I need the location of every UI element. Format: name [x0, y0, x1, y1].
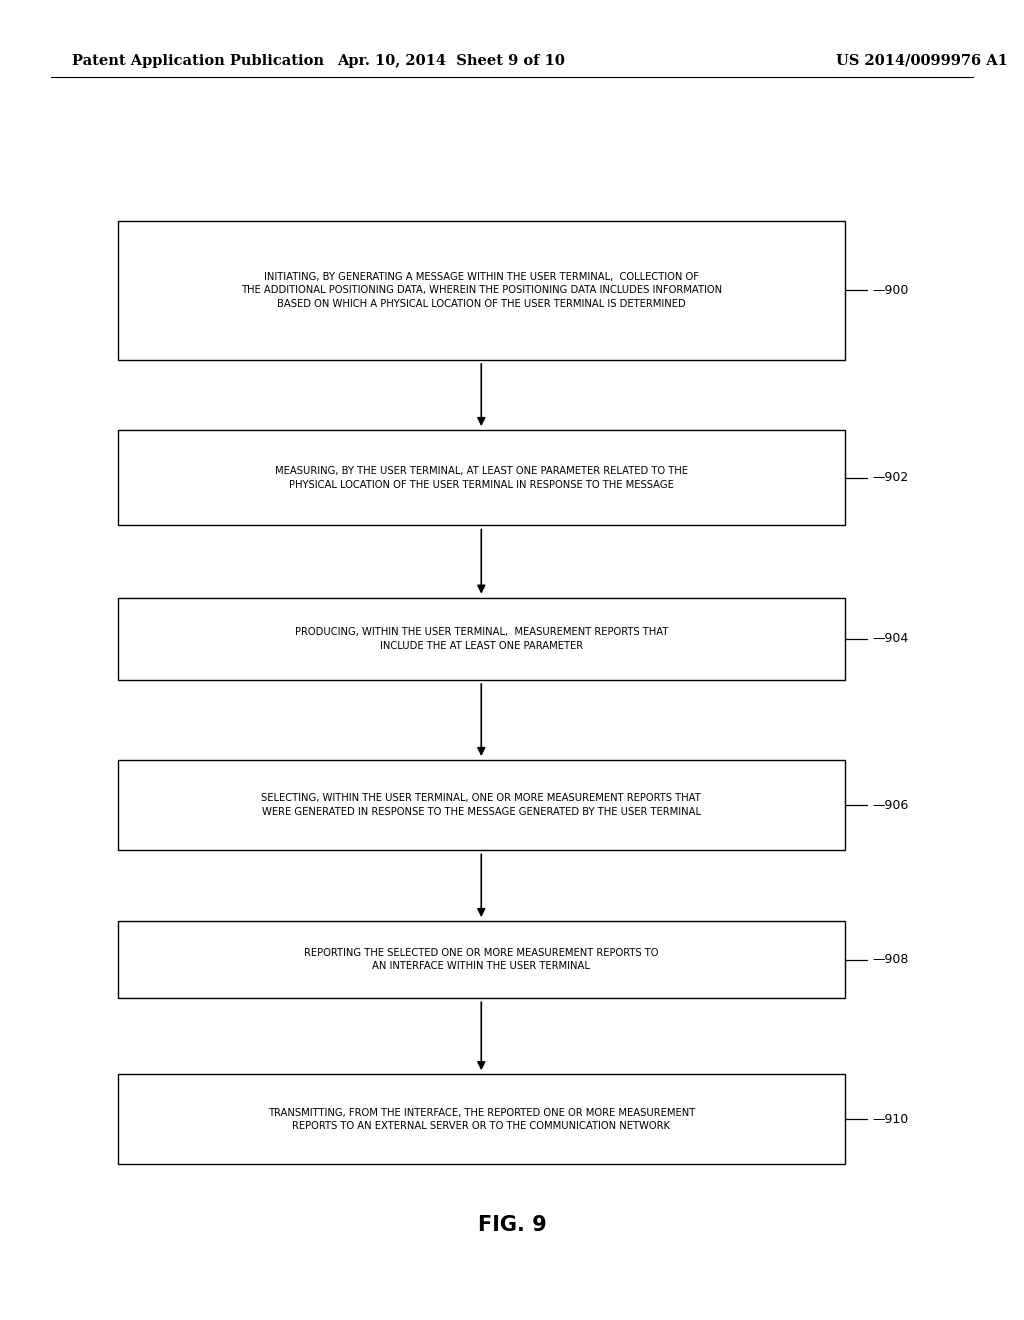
Text: —900: —900 [872, 284, 909, 297]
Text: PRODUCING, WITHIN THE USER TERMINAL,  MEASUREMENT REPORTS THAT
INCLUDE THE AT LE: PRODUCING, WITHIN THE USER TERMINAL, MEA… [295, 627, 668, 651]
Text: REPORTING THE SELECTED ONE OR MORE MEASUREMENT REPORTS TO
AN INTERFACE WITHIN TH: REPORTING THE SELECTED ONE OR MORE MEASU… [304, 948, 658, 972]
Text: —906: —906 [872, 799, 908, 812]
Text: —908: —908 [872, 953, 909, 966]
Text: Patent Application Publication: Patent Application Publication [72, 54, 324, 67]
Text: TRANSMITTING, FROM THE INTERFACE, THE REPORTED ONE OR MORE MEASUREMENT
REPORTS T: TRANSMITTING, FROM THE INTERFACE, THE RE… [267, 1107, 695, 1131]
Bar [118, 921, 845, 998]
Text: INITIATING, BY GENERATING A MESSAGE WITHIN THE USER TERMINAL,  COLLECTION OF
THE: INITIATING, BY GENERATING A MESSAGE WITH… [241, 272, 722, 309]
Text: —910: —910 [872, 1113, 908, 1126]
Text: SELECTING, WITHIN THE USER TERMINAL, ONE OR MORE MEASUREMENT REPORTS THAT
WERE G: SELECTING, WITHIN THE USER TERMINAL, ONE… [261, 793, 701, 817]
Text: FIG. 9: FIG. 9 [477, 1214, 547, 1236]
Bar [118, 220, 845, 359]
Bar [118, 430, 845, 525]
Text: —904: —904 [872, 632, 908, 645]
Text: MEASURING, BY THE USER TERMINAL, AT LEAST ONE PARAMETER RELATED TO THE
PHYSICAL : MEASURING, BY THE USER TERMINAL, AT LEAS… [274, 466, 688, 490]
Bar [118, 598, 845, 680]
Bar [118, 1074, 845, 1164]
Text: —902: —902 [872, 471, 908, 484]
Text: Apr. 10, 2014  Sheet 9 of 10: Apr. 10, 2014 Sheet 9 of 10 [337, 54, 564, 67]
Bar [118, 760, 845, 850]
Text: US 2014/0099976 A1: US 2014/0099976 A1 [836, 54, 1008, 67]
